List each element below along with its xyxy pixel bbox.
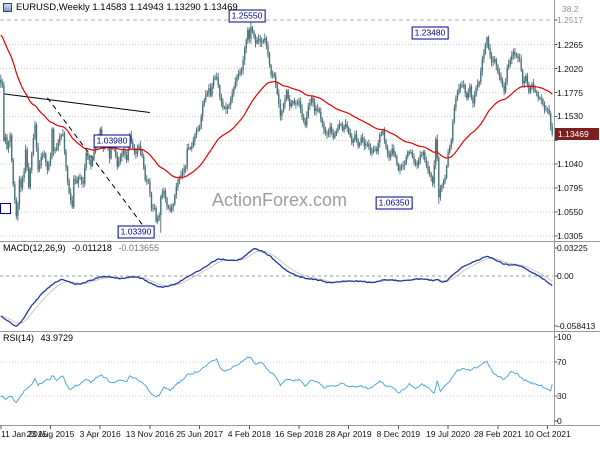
panel-borders	[0, 0, 600, 429]
symbol-ohlc-title: EURUSD,Weekly 1.14583 1.14943 1.13290 1.…	[16, 2, 238, 13]
macd-axis-label: 0.00	[557, 270, 574, 281]
watermark: ActionForex.com	[212, 190, 348, 210]
macd-main-line	[0, 248, 553, 327]
price-marker[interactable]: 1.03980	[93, 134, 131, 148]
clipped-left-price-label	[0, 203, 11, 214]
date-axis-label[interactable]: 28 Apr 2019	[325, 429, 372, 439]
current-price-tag: 1.13469	[555, 128, 599, 141]
ma-line	[0, 34, 553, 179]
price-axis-label: 1.2020	[557, 63, 583, 74]
price-axis-label: 1.0305	[557, 231, 583, 241]
price-axis-label: 1.2517	[557, 15, 583, 25]
macd-main-value: -0.011218	[72, 243, 112, 253]
rsi-axis-label: 100	[557, 332, 572, 342]
price-axis-label: 1.1040	[557, 159, 583, 170]
price-marker[interactable]: 1.03390	[117, 225, 155, 239]
price-axis-label: 1.1530	[557, 111, 583, 122]
rsi-value: 43.9729	[40, 333, 74, 343]
macd-axis-label: 0.03225	[557, 243, 588, 254]
macd-signal-value: -0.013655	[118, 243, 159, 253]
date-axis-label[interactable]: 11 Jan 2015	[1, 429, 48, 439]
date-axis-label[interactable]: 3 Apr 2016	[79, 429, 121, 439]
price-axis-label: 1.2265	[557, 39, 583, 50]
date-axis-label[interactable]: 4 Feb 2018	[227, 429, 271, 439]
chart-icon	[3, 3, 12, 12]
macd-signal-line	[0, 250, 553, 324]
rsi-axis-label: 70	[557, 357, 567, 368]
date-axis-label[interactable]: 23 Aug 2015	[26, 429, 75, 439]
date-axis-label[interactable]: 8 Dec 2019	[376, 429, 421, 439]
price-marker[interactable]: 1.23480	[411, 26, 449, 40]
rsi-line	[0, 356, 553, 404]
grid-layer	[0, 19, 553, 397]
date-axis-label[interactable]: 25 Jun 2017	[176, 429, 223, 439]
price-axis-label: 1.1775	[557, 87, 583, 98]
price-axis-label: 1.0550	[557, 207, 583, 218]
date-axis-label[interactable]: 28 Feb 2021	[474, 429, 522, 439]
rsi-axis-label: 0	[557, 416, 562, 426]
macd-indicator-label: MACD(12,26,9) -0.011218 -0.013655	[3, 243, 163, 253]
rsi-indicator-label: RSI(14) 43.9729	[3, 333, 77, 343]
rsi-axis-label: 30	[557, 390, 567, 401]
price-marker[interactable]: 1.25550	[228, 9, 266, 23]
chart-title-bar: EURUSD,Weekly 1.14583 1.14943 1.13290 1.…	[3, 2, 238, 13]
date-axis-label[interactable]: 19 Jul 2020	[426, 429, 471, 439]
date-axis-label[interactable]: 10 Oct 2021	[524, 429, 571, 439]
date-axis-label[interactable]: 16 Sep 2018	[274, 429, 324, 439]
fib-retracement-label: 38.2	[562, 4, 579, 14]
price-axis-label: 1.0795	[557, 183, 583, 194]
rsi-name: RSI(14)	[3, 333, 35, 343]
date-axis-label[interactable]: 13 Nov 2016	[125, 429, 174, 439]
macd-axis-label: -0.058413	[557, 321, 596, 331]
macd-name: MACD(12,26,9)	[3, 243, 66, 253]
price-marker[interactable]: 1.06350	[375, 196, 413, 210]
